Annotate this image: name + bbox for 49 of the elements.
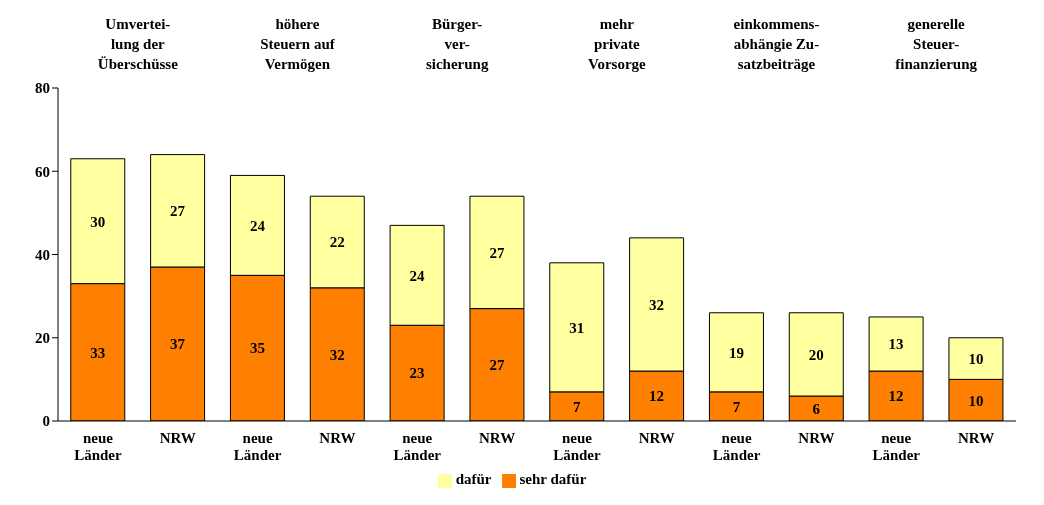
- data-label: 27: [170, 203, 186, 220]
- data-label: 6: [812, 400, 821, 417]
- data-label: 24: [249, 217, 266, 234]
- data-label: 30: [90, 213, 106, 230]
- x-tick-label: NRW: [319, 430, 356, 446]
- x-tick-label: neue Länder: [74, 430, 123, 463]
- data-label: 20: [808, 346, 824, 363]
- y-tick-label: 40: [35, 246, 50, 263]
- data-label: 22: [329, 234, 345, 251]
- x-tick-label: neue Länder: [872, 430, 921, 463]
- text: mehr private Vorsorge: [586, 15, 647, 74]
- data-label: 19: [728, 344, 744, 361]
- data-label: 27: [489, 244, 505, 261]
- data-label: 7: [573, 398, 582, 415]
- y-tick-label: 20: [35, 330, 50, 347]
- x-tick-label: neue Länder: [393, 430, 442, 463]
- text: einkommens- abhängie Zu- satzbeiträge: [732, 15, 821, 74]
- y-tick-label: 80: [35, 80, 50, 97]
- data-label: 24: [409, 267, 426, 284]
- x-tick-label: neue Länder: [712, 430, 761, 463]
- y-tick-label: 0: [42, 413, 50, 430]
- x-tick-label: NRW: [798, 430, 835, 446]
- data-label: 23: [409, 365, 425, 382]
- data-label: 27: [489, 357, 505, 374]
- text: höhere Steuern auf Vermögen: [259, 15, 336, 74]
- x-tick-label: NRW: [479, 430, 516, 446]
- data-label: 35: [249, 340, 265, 357]
- y-tick-label: 60: [35, 163, 50, 180]
- data-label: 12: [649, 388, 665, 405]
- data-label: 33: [90, 344, 106, 361]
- x-tick-label: NRW: [159, 430, 196, 446]
- data-label: 32: [329, 346, 345, 363]
- x-tick-label: neue Länder: [553, 430, 602, 463]
- text: generelle Steuer- finanzierung: [894, 15, 978, 74]
- data-label: 10: [968, 350, 984, 367]
- x-tick-label: NRW: [958, 430, 995, 446]
- data-label: 12: [888, 388, 904, 405]
- legend-label: sehr dafür: [519, 471, 587, 487]
- legend-label: dafür: [455, 471, 492, 487]
- x-tick-label: NRW: [638, 430, 675, 446]
- text: Umvertei- lung der Überschüsse: [96, 15, 179, 74]
- text: Bürger- ver- sicherung: [424, 15, 490, 74]
- data-label: 37: [170, 336, 186, 353]
- data-label: 32: [649, 296, 665, 313]
- data-label: 7: [732, 398, 741, 415]
- data-label: 31: [569, 319, 585, 336]
- x-tick-label: neue Länder: [233, 430, 282, 463]
- data-label: 10: [968, 392, 984, 409]
- data-label: 13: [888, 336, 904, 353]
